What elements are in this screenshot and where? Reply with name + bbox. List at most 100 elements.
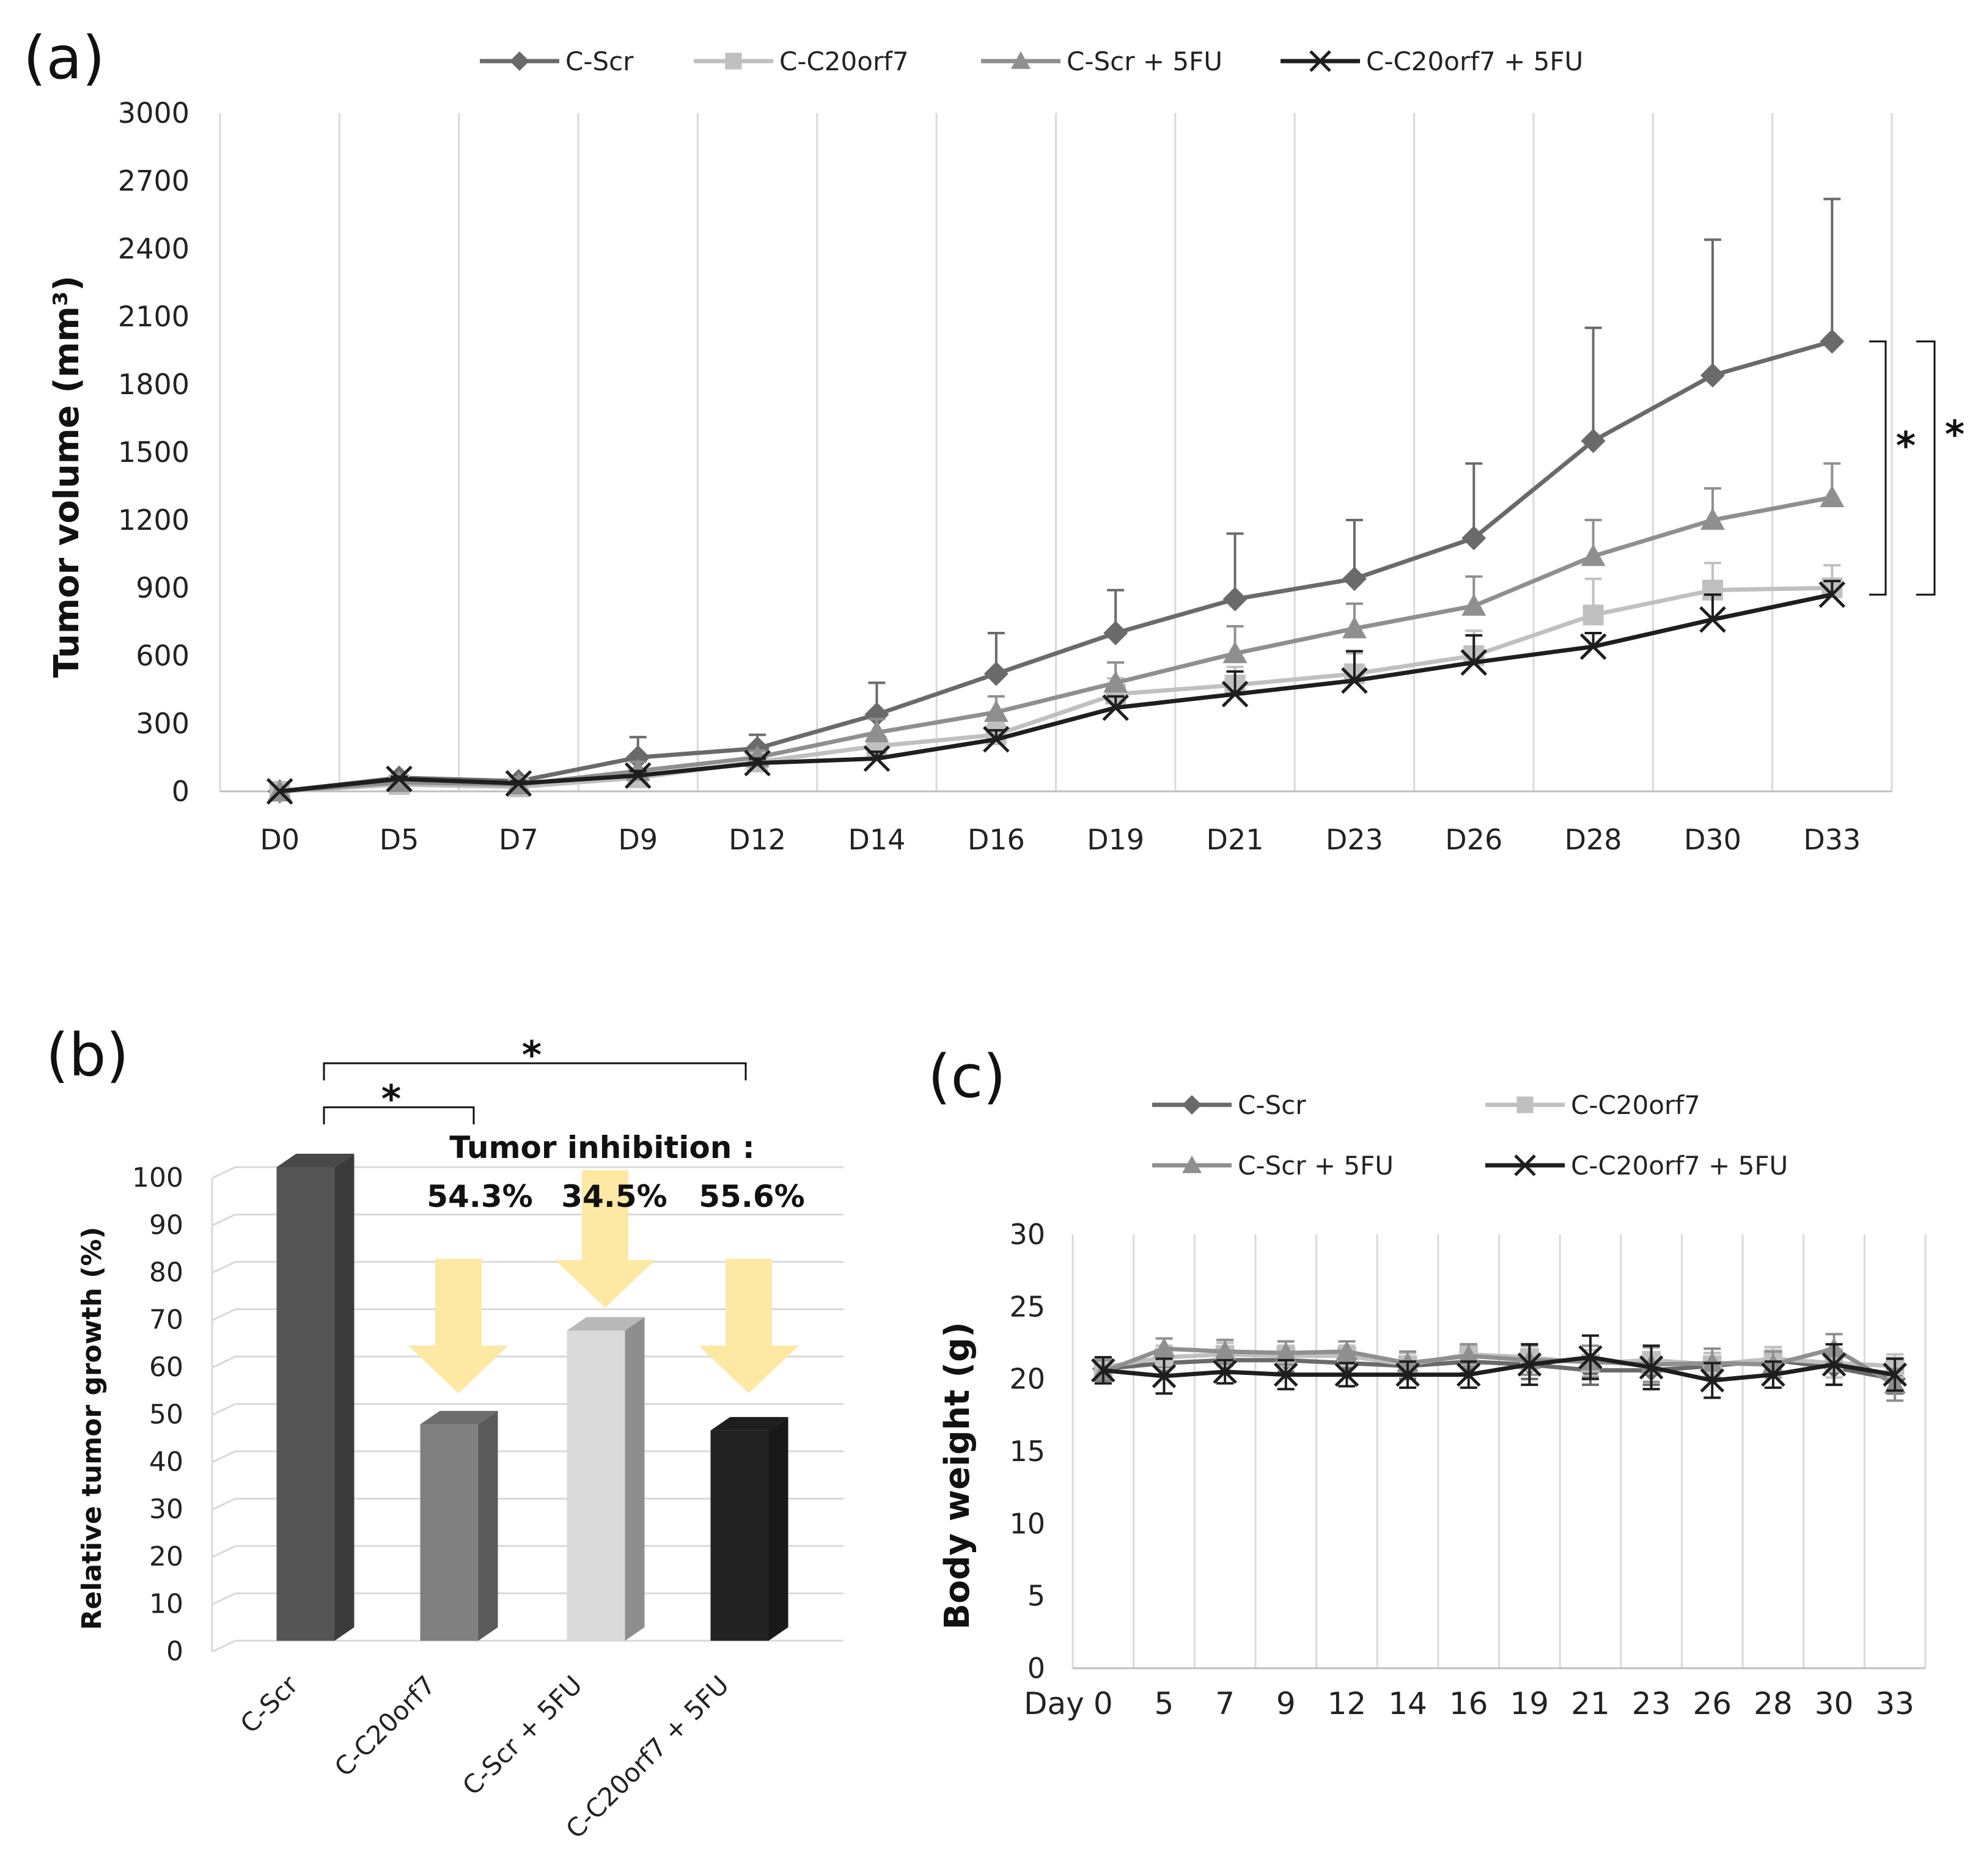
bar-top-b: [710, 1416, 788, 1431]
data-point-a: [1461, 593, 1487, 616]
gridline-b: [211, 1214, 236, 1226]
x-tick-label-c: 19: [1510, 1686, 1549, 1721]
significance-star-a: *: [1945, 412, 1964, 457]
data-point-c: [1457, 1344, 1480, 1365]
gridline-b: [211, 1592, 236, 1605]
series-line-a: [279, 585, 1832, 794]
x-tick-label-c: 12: [1328, 1686, 1367, 1721]
legend-a: C-Scr C-C20orf7 C-Scr + 5FU C-C20orf7 + 5FU: [480, 46, 1583, 76]
data-point-a: [1103, 621, 1128, 645]
y-tick-label-b: 80: [149, 1257, 183, 1288]
y-tick-label-b: 70: [149, 1305, 183, 1336]
data-point-a: [1700, 363, 1725, 388]
significance-bracket-a: [1916, 340, 1936, 596]
data-point-a: [864, 720, 889, 742]
data-point-a: [1700, 508, 1725, 530]
y-tick-label-c: 25: [1009, 1290, 1045, 1323]
data-point-a: [266, 778, 293, 805]
bar-b-c-scr: [276, 1154, 355, 1641]
y-tick-label-a: 2400: [118, 232, 189, 265]
gridline-b: [211, 1403, 236, 1416]
x-tick-label-a: D16: [968, 823, 1025, 856]
x-tick-label-c: 26: [1692, 1686, 1732, 1721]
gridline-b: [211, 1166, 236, 1179]
significance-bracket-a: [1869, 340, 1887, 596]
data-point-a: [505, 770, 532, 797]
x-tick-label-c: 5: [1155, 1686, 1174, 1721]
inhibition-title-b: Tumor inhibition :: [449, 1130, 755, 1165]
bar-side-b: [625, 1317, 645, 1641]
data-point-a: [1820, 485, 1845, 507]
x-tick-label-a: D26: [1445, 823, 1502, 856]
data-point-a: [1102, 694, 1129, 721]
data-point-c: [1517, 1352, 1542, 1377]
bar-front-b: [567, 1330, 625, 1641]
y-tick-label-a: 2700: [118, 164, 189, 197]
bar-side-b: [334, 1154, 355, 1641]
data-point-a: [983, 700, 1009, 722]
bar-side-b: [768, 1416, 788, 1641]
data-point-a: [1818, 581, 1846, 608]
data-point-c: [1883, 1362, 1907, 1387]
legend-marker-a: [725, 53, 742, 70]
gridline-b: [211, 1545, 236, 1558]
x-tick-label-c: 28: [1754, 1686, 1793, 1721]
panel-c-letter: (c): [928, 1042, 1006, 1111]
y-tick-label-c: 30: [1009, 1218, 1045, 1251]
y-tick-label-c: 15: [1009, 1435, 1045, 1468]
data-point-c: [1639, 1355, 1664, 1380]
y-tick-label-c: 10: [1009, 1507, 1045, 1540]
bar-side-b: [478, 1410, 498, 1641]
relative-growth-chart: 0 10 20 30 40 50 60 70 80 90 100 Relative tumor gro…: [76, 1033, 843, 1844]
x-tick-label-c: 14: [1388, 1686, 1427, 1721]
legend-marker-c: [1514, 1154, 1536, 1176]
x-tick-label-b: C-Scr + 5FU: [457, 1669, 588, 1801]
data-point-a: [386, 765, 413, 793]
legend-label-a: C-C20orf7 + 5FU: [1366, 46, 1583, 76]
panel-a-letter: (a): [23, 24, 105, 92]
x-tick-label-a: D19: [1087, 823, 1144, 856]
y-tick-label-a: 0: [172, 775, 189, 808]
data-point-a: [1341, 667, 1368, 694]
x-tick-label-c: 0: [1093, 1686, 1113, 1721]
y-tick-label-b: 0: [166, 1636, 183, 1667]
gridline-b: [211, 1308, 236, 1321]
significance-bracket-b: [323, 1106, 475, 1124]
y-tick-label-a: 1800: [118, 368, 189, 401]
inhibition-value-b: 54.3%: [427, 1179, 532, 1214]
bar-front-b: [420, 1424, 479, 1641]
series-line-c: [1103, 1355, 1895, 1383]
data-point-a: [983, 726, 1010, 753]
data-point-c: [1274, 1342, 1297, 1362]
inhibition-arrow-b: [555, 1170, 655, 1308]
data-point-c: [1456, 1362, 1481, 1387]
bar-front-b: [710, 1430, 769, 1641]
x-tick-label-a: D5: [380, 823, 419, 856]
inhibition-arrow-b: [699, 1259, 799, 1393]
x-tick-label-c: 16: [1449, 1686, 1488, 1721]
x-tick-label-c: 21: [1571, 1686, 1610, 1721]
data-point-c: [1761, 1362, 1785, 1387]
data-point-c: [1334, 1362, 1359, 1387]
y-tick-label-a: 2100: [118, 300, 189, 333]
data-point-a: [983, 661, 1009, 686]
data-point-a: [1579, 633, 1607, 660]
series-c-c-c20orf7-5fu: [1091, 1334, 1907, 1399]
bar-b-c-scr-5fu: [567, 1317, 645, 1641]
y-tick-label-b: 90: [149, 1210, 183, 1241]
x-tick-label-c: 9: [1276, 1686, 1296, 1721]
legend-marker-a: [510, 51, 529, 71]
x-tick-label-a: D23: [1326, 823, 1383, 856]
bar-top-b: [567, 1317, 645, 1331]
panel-b-letter: (b): [46, 1021, 129, 1090]
y-tick-label-a: 600: [136, 639, 189, 672]
x-tick-label-c: 33: [1875, 1686, 1914, 1721]
data-point-c: [1213, 1360, 1237, 1384]
data-point-a: [1342, 566, 1367, 592]
inhibition-value-b: 34.5%: [561, 1179, 667, 1214]
x-tick-label-a: D0: [260, 823, 300, 856]
x-tick-label-b: C-C20orf7: [329, 1669, 441, 1782]
legend-label-c: C-Scr + 5FU: [1238, 1151, 1394, 1181]
x-tick-label-a: D33: [1803, 823, 1861, 856]
